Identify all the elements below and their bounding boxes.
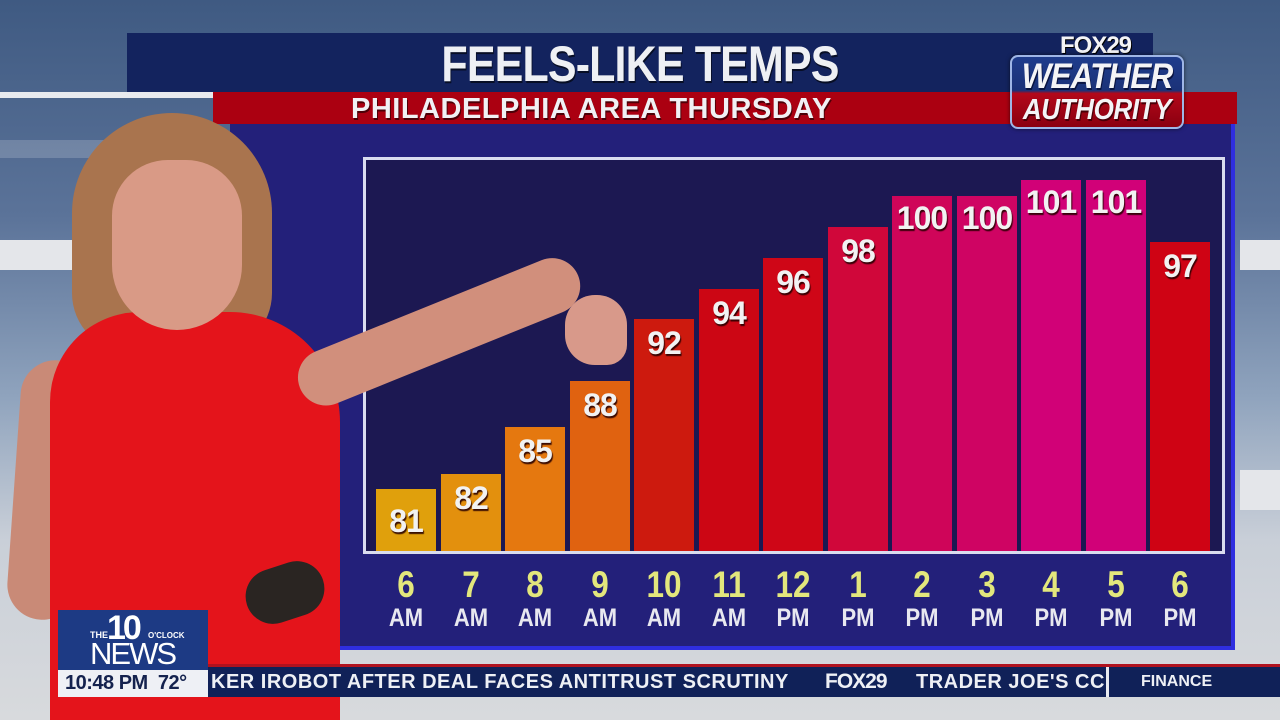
chart-bar: 96 (763, 258, 823, 551)
chart-bar: 100 (892, 196, 952, 551)
bar-value-label: 100 (896, 200, 948, 236)
studio-rail (1240, 470, 1280, 510)
x-axis-tick: 1 PM (823, 564, 893, 633)
chart-bar: 88 (570, 381, 630, 551)
x-axis-tick: 7 AM (436, 564, 506, 633)
bar-value-label: 98 (841, 233, 876, 269)
ticker-section-label: FINANCE (1141, 673, 1213, 690)
bar-value-label: 100 (961, 200, 1013, 236)
ticker-divider (1106, 667, 1109, 697)
tick-hour: 9 (591, 564, 609, 605)
chart-bar: 98 (828, 227, 888, 551)
x-axis-tick: 8 AM (500, 564, 570, 633)
bar-value-label: 81 (389, 503, 424, 539)
current-temperature: 72° (157, 672, 187, 694)
x-axis-tick: 3 PM (952, 564, 1022, 633)
chart-bar: 82 (441, 474, 501, 551)
logo-weather-text: WEATHER (1021, 57, 1174, 96)
title-bar: FEELS-LIKE TEMPS (127, 33, 1153, 92)
x-axis-tick: 10 AM (629, 564, 699, 633)
bar-value-label: 94 (712, 295, 747, 331)
presenter-face (112, 160, 242, 330)
ticker-accent-line (208, 664, 1280, 667)
fox29-weather-authority-logo: FOX29 WEATHER AUTHORITY (1006, 32, 1186, 130)
chart-bar: 97 (1150, 242, 1210, 551)
tick-hour: 11 (712, 564, 746, 605)
bar-value-label: 85 (518, 433, 553, 469)
weather-authority-badge: WEATHER AUTHORITY (1010, 55, 1184, 129)
bar-value-label: 96 (776, 264, 811, 300)
tick-hour: 1 (849, 564, 867, 605)
bar-value-label: 97 (1163, 248, 1198, 284)
tick-hour: 3 (978, 564, 996, 605)
tick-hour: 6 (1171, 564, 1189, 605)
tick-period: AM (453, 604, 489, 632)
tick-period: PM (841, 604, 875, 632)
tick-period: PM (1099, 604, 1133, 632)
tick-hour: 4 (1042, 564, 1060, 605)
tick-hour: 12 (775, 564, 811, 605)
tick-period: AM (711, 604, 747, 632)
bar-value-label: 101 (1025, 184, 1077, 220)
tick-hour: 10 (646, 564, 682, 605)
chart-bar: 85 (505, 427, 565, 551)
logo-oclock: O'CLOCK (148, 631, 185, 640)
logo-the: THE (90, 630, 108, 640)
tick-hour: 6 (397, 564, 415, 605)
page-subtitle: PHILADELPHIA AREA THURSDAY (351, 93, 832, 125)
ticker-headline: KER IROBOT AFTER DEAL FACES ANTITRUST SC… (211, 671, 789, 693)
divider (0, 92, 213, 98)
time-temp-box: 10:48 PM 72° (58, 670, 208, 697)
news-ticker: KER IROBOT AFTER DEAL FACES ANTITRUST SC… (208, 667, 1280, 697)
presenter-hand (565, 295, 627, 365)
x-axis-tick: 11 AM (694, 564, 764, 633)
bar-chart: 81 82 85 88 92 94 96 98 100 100 101 101 97 (363, 157, 1225, 554)
station-logo-text: FOX29 (1060, 32, 1132, 59)
x-axis-tick: 6 AM (371, 564, 441, 633)
tick-hour: 5 (1107, 564, 1125, 605)
page-title: FEELS-LIKE TEMPS (441, 36, 839, 92)
bar-value-label: 82 (454, 480, 489, 516)
x-axis-tick: 6 PM (1145, 564, 1215, 633)
chart-bar: 81 (376, 489, 436, 551)
chart-bar: 101 (1086, 180, 1146, 551)
x-axis-tick: 4 PM (1016, 564, 1086, 633)
ticker-station-logo: FOX29 (825, 670, 888, 693)
tick-period: PM (970, 604, 1004, 632)
tick-period: AM (646, 604, 682, 632)
tick-hour: 7 (462, 564, 480, 605)
ticker-headline: TRADER JOE'S CC (916, 671, 1105, 693)
tick-hour: 8 (526, 564, 544, 605)
bar-value-label: 92 (647, 325, 682, 361)
tick-period: AM (388, 604, 424, 632)
studio-rail (1240, 240, 1280, 270)
clock-and-temp: 10:48 PM 72° (65, 672, 187, 695)
logo-10: 10 (107, 609, 142, 647)
tick-period: PM (1163, 604, 1197, 632)
tick-period: AM (582, 604, 618, 632)
chart-bar: 92 (634, 319, 694, 551)
studio-rail (0, 240, 80, 270)
x-axis-tick: 12 PM (758, 564, 828, 633)
tick-period: PM (1034, 604, 1068, 632)
logo-news: NEWS (90, 636, 177, 671)
tick-period: PM (905, 604, 939, 632)
tick-period: AM (517, 604, 553, 632)
logo-authority-text: AUTHORITY (1022, 94, 1172, 126)
chart-bar: 101 (1021, 180, 1081, 551)
clock-time: 10:48 PM (65, 672, 148, 694)
chart-bar: 100 (957, 196, 1017, 551)
x-axis-tick: 5 PM (1081, 564, 1151, 633)
x-axis-tick: 9 AM (565, 564, 635, 633)
chart-bar: 94 (699, 289, 759, 551)
tick-period: PM (776, 604, 810, 632)
newscast-logo: THE 10 O'CLOCK NEWS (58, 609, 208, 671)
bar-value-label: 88 (583, 387, 618, 423)
tick-hour: 2 (913, 564, 931, 605)
x-axis-tick: 2 PM (887, 564, 957, 633)
bar-value-label: 101 (1090, 184, 1142, 220)
